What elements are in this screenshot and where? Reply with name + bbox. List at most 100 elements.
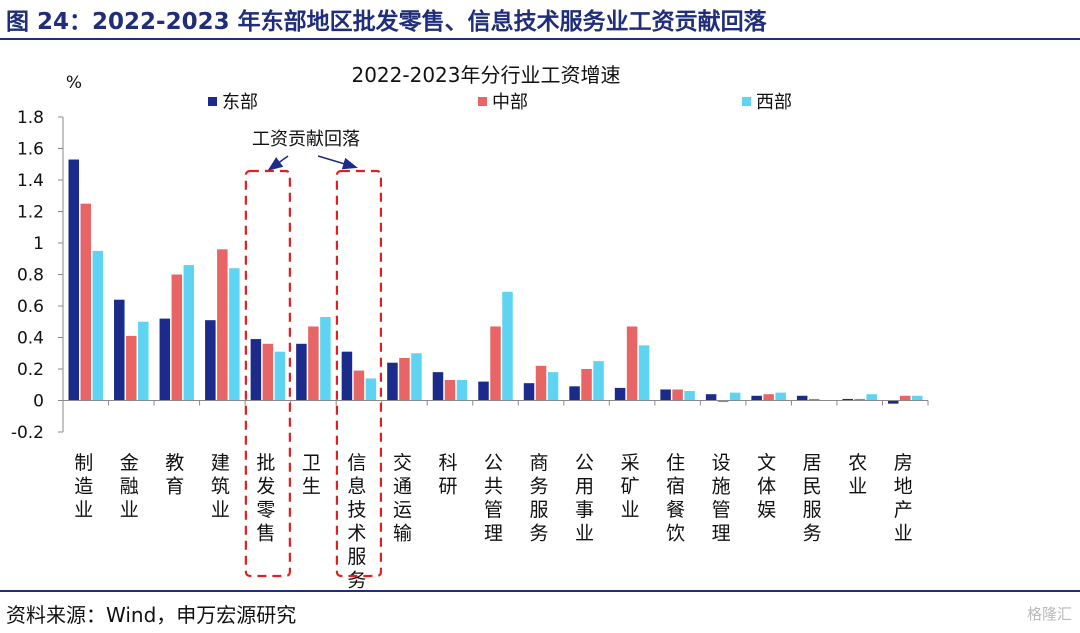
bar-west (456, 380, 468, 401)
watermark-text: 格隆汇 (1026, 605, 1072, 623)
annotation-arrow (317, 155, 358, 170)
x-tick-label: 金融业 (120, 452, 139, 521)
x-tick-label: 农业 (848, 452, 867, 498)
bar-central (80, 203, 92, 401)
bar-west (866, 394, 877, 401)
x-tick-label: 教育 (165, 452, 184, 498)
bar-west (729, 392, 741, 401)
legend-swatch-0 (208, 97, 217, 106)
bar-east (705, 394, 717, 401)
bar-east (341, 351, 353, 401)
bar-central (763, 394, 774, 401)
y-tick-label: 1.6 (17, 140, 44, 160)
bar-west (229, 268, 240, 401)
x-tick-label: 设施管理 (712, 452, 731, 545)
bar-west (547, 372, 559, 401)
x-tick-label: 商务服务 (530, 452, 549, 545)
figure-title: 图 24：2022-2023 年东部地区批发零售、信息技术服务业工资贡献回落 (6, 9, 767, 35)
bar-east (114, 299, 125, 401)
source-note: 资料来源：Wind，申万宏源研究 (6, 603, 297, 627)
bar-west (775, 392, 786, 401)
bar-central (399, 357, 410, 401)
bar-west (320, 317, 331, 401)
y-tick-label: 0 (33, 392, 44, 412)
bar-central (444, 380, 456, 401)
bar-east (523, 383, 535, 401)
bar-central (535, 365, 547, 401)
y-tick-label: 1.2 (17, 203, 44, 223)
x-tick-label: 卫生 (302, 452, 321, 498)
bar-west (502, 291, 513, 401)
x-tick-label: 批发零售 (256, 452, 275, 545)
bar-east (842, 398, 853, 401)
title-rule (0, 38, 1080, 40)
source-rule (0, 590, 1080, 592)
bar-east (387, 362, 398, 401)
bar-east (432, 372, 444, 401)
y-axis-unit: % (66, 73, 82, 93)
bar-west (911, 395, 923, 401)
bar-west (138, 321, 149, 401)
bar-central (171, 274, 183, 401)
y-tick-label: 1.8 (17, 108, 44, 128)
bar-central (808, 398, 820, 401)
x-tick-label: 居民服务 (803, 452, 822, 545)
x-tick-label: 公用事业 (575, 452, 594, 545)
bar-west (365, 378, 377, 401)
bar-central (126, 335, 137, 401)
bar-east (296, 343, 307, 401)
bar-west (92, 250, 104, 401)
legend-label-0: 东部 (222, 92, 258, 113)
legend-label-2: 西部 (756, 92, 792, 113)
x-tick-label: 住宿餐饮 (666, 452, 685, 545)
x-tick-label: 房地产业 (894, 452, 913, 545)
bar-east (478, 381, 489, 401)
y-tick-label: 0.4 (17, 329, 44, 349)
bar-central (490, 326, 501, 401)
bar-central (262, 343, 274, 401)
bar-east (250, 339, 262, 401)
bar-west (411, 353, 422, 401)
bar-east (614, 387, 626, 401)
bar-central (353, 370, 365, 401)
highlight-box (244, 169, 291, 578)
bar-central (217, 249, 228, 401)
bar-west (183, 265, 195, 401)
bar-east (660, 389, 671, 401)
bar-east (569, 386, 580, 401)
legend-swatch-2 (742, 97, 751, 106)
bar-central (308, 326, 319, 401)
x-tick-label: 信息技术服务 (347, 452, 366, 592)
y-tick-label: 0.6 (17, 297, 44, 317)
x-tick-label: 采矿业 (621, 452, 640, 521)
x-tick-label: 文体娱 (757, 452, 776, 521)
bar-central (854, 398, 865, 401)
x-tick-label: 公共管理 (484, 452, 503, 545)
bar-central (626, 326, 638, 401)
annotation-text: 工资贡献回落 (252, 129, 360, 150)
annotation-arrow (267, 155, 289, 171)
bar-central (899, 395, 911, 401)
bar-east (751, 395, 762, 401)
y-tick-label: -0.2 (11, 423, 44, 443)
y-tick-label: 0.8 (17, 266, 44, 286)
x-tick-label: 科研 (438, 452, 457, 498)
legend-swatch-1 (478, 97, 487, 106)
x-tick-label: 交通运输 (393, 452, 412, 545)
bar-central (581, 369, 592, 401)
bar-central (717, 400, 729, 403)
bar-east (68, 159, 80, 401)
bar-east (205, 320, 216, 401)
bar-east (887, 400, 899, 404)
x-tick-label: 建筑业 (211, 452, 230, 521)
bar-west (274, 351, 286, 401)
bar-east (796, 395, 808, 401)
y-tick-label: 0.2 (17, 360, 44, 380)
bar-west (593, 361, 604, 401)
y-tick-label: 1.4 (17, 171, 44, 191)
bar-west (684, 391, 695, 401)
highlight-box (335, 169, 383, 578)
y-tick-label: 1 (33, 234, 44, 254)
legend-label-1: 中部 (492, 92, 528, 113)
